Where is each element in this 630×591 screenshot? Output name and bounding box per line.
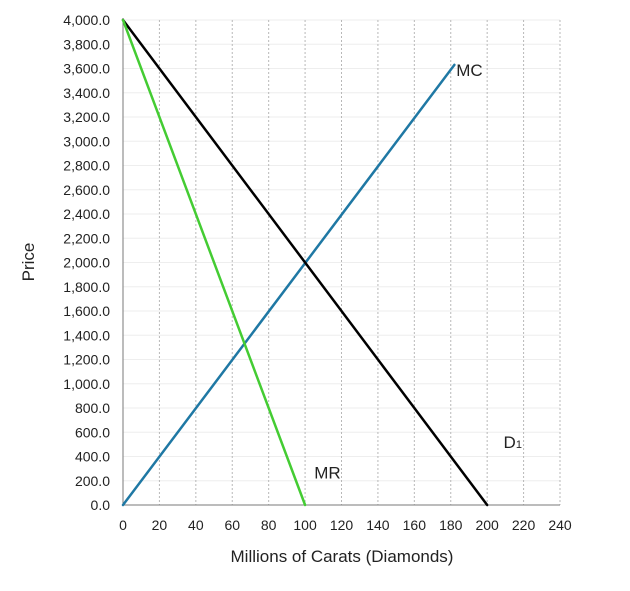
- y-tick-label: 3,400.0: [63, 85, 110, 101]
- x-axis-title: Millions of Carats (Diamonds): [231, 547, 454, 566]
- tick-label-layer: 0.0 200.0 400.0 600.0 800.0 1,000.0 1,200.0 1,4…: [63, 12, 572, 533]
- series-line-mc: [121, 63, 456, 507]
- y-tick-label: 600.0: [75, 424, 110, 440]
- y-tick-label: 0.0: [91, 497, 111, 513]
- x-tick-label: 40: [188, 517, 204, 533]
- y-tick-label: 200.0: [75, 473, 110, 489]
- grid-layer: [123, 19, 561, 505]
- y-tick-label: 2,200.0: [63, 230, 110, 246]
- series-label-d1: D1: [504, 433, 522, 452]
- y-tick-label: 4,000.0: [63, 12, 110, 28]
- x-tick-label: 80: [261, 517, 277, 533]
- y-tick-label: 800.0: [75, 400, 110, 416]
- y-tick-label: 2,000.0: [63, 255, 110, 271]
- y-tick-label: 1,600.0: [63, 303, 110, 319]
- x-tick-label: 220: [512, 517, 536, 533]
- y-tick-label: 2,600.0: [63, 182, 110, 198]
- y-tick-label: 3,000.0: [63, 133, 110, 149]
- x-tick-label: 100: [293, 517, 317, 533]
- series-line-d1: [121, 18, 489, 507]
- y-tick-label: 1,400.0: [63, 327, 110, 343]
- series-label-mc: MC: [456, 61, 482, 80]
- x-tick-label: 120: [330, 517, 354, 533]
- y-tick-label: 1,800.0: [63, 279, 110, 295]
- x-tick-label: 240: [548, 517, 572, 533]
- y-tick-label: 3,200.0: [63, 109, 110, 125]
- y-axis-title: Price: [19, 243, 38, 282]
- x-tick-label: 20: [152, 517, 168, 533]
- y-tick-label: 400.0: [75, 449, 110, 465]
- x-tick-label: 140: [366, 517, 390, 533]
- y-tick-label: 2,400.0: [63, 206, 110, 222]
- x-tick-label: 60: [224, 517, 240, 533]
- y-tick-label: 1,200.0: [63, 352, 110, 368]
- y-tick-label: 3,600.0: [63, 61, 110, 77]
- x-tick-label: 0: [119, 517, 127, 533]
- y-tick-label: 1,000.0: [63, 376, 110, 392]
- x-tick-label: 160: [403, 517, 427, 533]
- x-tick-label: 200: [475, 517, 499, 533]
- series-layer: [121, 18, 489, 507]
- annotation-layer: MC MR D1: [314, 61, 522, 483]
- y-tick-label: 2,800.0: [63, 158, 110, 174]
- x-tick-label: 180: [439, 517, 463, 533]
- series-line-mr: [121, 18, 307, 507]
- series-label-mr: MR: [314, 463, 340, 482]
- y-tick-label: 3,800.0: [63, 36, 110, 52]
